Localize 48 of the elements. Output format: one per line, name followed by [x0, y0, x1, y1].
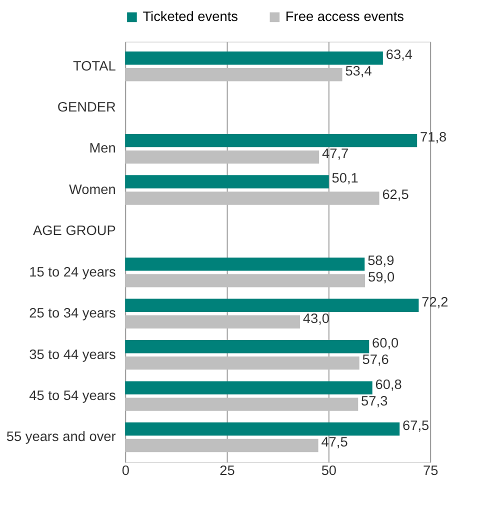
data-label: 50,1: [332, 170, 358, 186]
legend-label: Free access events: [285, 9, 404, 24]
bar: [125, 175, 329, 188]
bar: [125, 134, 418, 148]
y-tick-label: AGE GROUP: [33, 223, 116, 238]
bar: [125, 340, 370, 354]
bar: [125, 298, 419, 312]
y-tick-label: TOTAL: [73, 58, 116, 74]
x-tick-label: 25: [220, 463, 236, 478]
x-tick-label: 75: [422, 463, 439, 478]
y-tick-label: Men: [89, 140, 116, 156]
data-label: 59,0: [368, 270, 395, 285]
data-label: 63,4: [386, 47, 413, 62]
bar: [125, 52, 383, 65]
bar: [125, 398, 358, 411]
y-tick-label: GENDER: [57, 100, 116, 114]
bar: [125, 150, 320, 164]
y-tick-label: 35 to 44 years: [29, 346, 116, 362]
data-label: 71,8: [420, 130, 448, 145]
bar: [125, 422, 400, 436]
bar: [125, 68, 342, 82]
legend-label: Ticketed events: [142, 9, 238, 24]
bar: [125, 315, 300, 328]
data-label: 57,6: [362, 352, 389, 368]
y-tick-label: 55 years and over: [6, 429, 116, 444]
x-tick-label: 0: [122, 463, 130, 478]
data-label: 60,0: [372, 336, 400, 351]
data-label: 57,3: [361, 393, 388, 408]
y-tick-label: Women: [68, 182, 116, 197]
data-label: 67,5: [402, 418, 430, 433]
data-label: 60,8: [375, 376, 402, 392]
y-tick-label: 15 to 24 years: [29, 264, 116, 280]
y-tick-label: 25 to 34 years: [29, 306, 116, 321]
x-tick-label: 50: [321, 463, 337, 478]
bar: [125, 438, 318, 452]
bar: [125, 356, 360, 370]
bar: [125, 381, 372, 394]
data-label: 43,0: [302, 310, 330, 326]
bar: [125, 192, 380, 205]
data-label: 58,9: [368, 253, 394, 268]
data-label: 47,7: [322, 146, 349, 162]
data-label: 53,4: [345, 64, 372, 79]
data-label: 72,2: [422, 294, 448, 310]
data-label: 62,5: [382, 187, 410, 202]
bar: [125, 274, 366, 288]
data-label: 47,5: [321, 434, 348, 450]
bar: [125, 258, 365, 271]
y-tick-label: 45 to 54 years: [29, 388, 116, 403]
